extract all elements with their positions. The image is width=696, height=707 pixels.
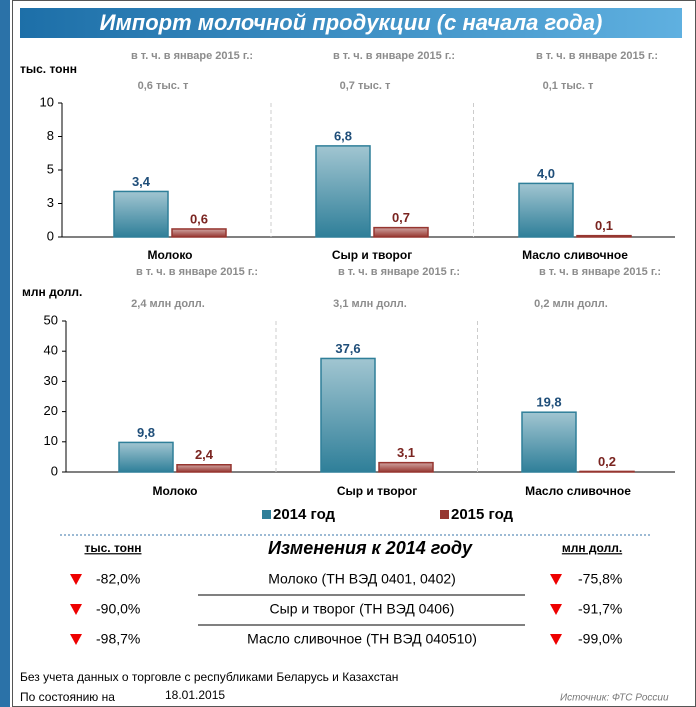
data-label: 0,2 [598, 454, 616, 469]
data-label: 0,1 [595, 218, 613, 233]
annotation-value: 0,2 млн долл. [534, 298, 608, 310]
data-label: 0,6 [190, 211, 208, 226]
annotation: в т. ч. в январе 2015 г.: [136, 266, 258, 278]
change-value: -82,0% [96, 571, 140, 587]
bar [176, 464, 232, 473]
change-value: -98,7% [96, 631, 140, 647]
bar [521, 411, 577, 473]
y-axis-label: млн долл. [22, 285, 82, 299]
data-label: 19,8 [536, 395, 561, 410]
bar [576, 234, 632, 238]
title-bar [20, 8, 682, 38]
data-label: 2,4 [195, 447, 214, 462]
data-label: 37,6 [335, 341, 360, 356]
y-tick-label: 30 [44, 373, 58, 388]
down-triangle [70, 604, 82, 615]
legend-swatch [262, 510, 271, 519]
annotation-value: 0,1 тыс. т [543, 80, 594, 92]
product-name: Молоко (ТН ВЭД 0401, 0402) [268, 571, 456, 587]
y-axis-label: тыс. тонн [20, 62, 77, 76]
bar [118, 441, 174, 473]
bar [315, 145, 371, 238]
product-name: Масло сливочное (ТН ВЭД 040510) [247, 631, 477, 647]
side-strip [0, 0, 10, 707]
legend-label: 2015 год [451, 506, 514, 523]
product-name: Сыр и творог (ТН ВЭД 0406) [270, 601, 455, 617]
annotation-value: 0,7 тыс. т [340, 80, 391, 92]
annotation-value: 0,6 тыс. т [138, 80, 189, 92]
x-tick-label: Сыр и творог [337, 484, 417, 498]
change-value: -99,0% [578, 631, 622, 647]
annotation: в т. ч. в январе 2015 г.: [333, 50, 455, 62]
change-value: -90,0% [96, 601, 140, 617]
table-header: млн долл. [562, 541, 622, 555]
x-tick-label: Сыр и творог [332, 248, 412, 262]
date-label: По состоянию на [20, 690, 115, 704]
table-header: Изменения к 2014 году [268, 538, 473, 558]
x-tick-label: Молоко [153, 484, 198, 498]
y-tick-label: 5 [47, 161, 54, 176]
down-triangle [550, 574, 562, 585]
y-tick-label: 3 [47, 195, 54, 210]
legend-swatch [440, 510, 449, 519]
data-label: 9,8 [137, 425, 155, 440]
annotation: в т. ч. в январе 2015 г.: [539, 266, 661, 278]
bar [113, 190, 169, 238]
footnote: Без учета данных о торговле с республика… [20, 670, 398, 684]
data-label: 3,1 [397, 445, 415, 460]
y-tick-label: 10 [40, 94, 54, 109]
source: Источник: ФТС России [560, 693, 669, 704]
down-triangle [70, 574, 82, 585]
x-tick-label: Масло сливочное [522, 248, 628, 262]
annotation: в т. ч. в январе 2015 г.: [536, 50, 658, 62]
y-tick-label: 50 [44, 312, 58, 327]
down-triangle [550, 604, 562, 615]
bar [373, 226, 429, 238]
bar [320, 357, 376, 473]
y-tick-label: 20 [44, 403, 58, 418]
change-value: -91,7% [578, 601, 622, 617]
title: Импорт молочной продукции (с начала года… [100, 10, 603, 35]
data-label: 0,7 [392, 210, 410, 225]
data-label: 6,8 [334, 128, 352, 143]
annotation: в т. ч. в январе 2015 г.: [338, 266, 460, 278]
table-header: тыс. тонн [84, 541, 141, 555]
bar [171, 228, 227, 238]
x-tick-label: Масло сливочное [525, 484, 631, 498]
y-tick-label: 40 [44, 343, 58, 358]
annotation: в т. ч. в январе 2015 г.: [131, 50, 253, 62]
down-triangle [550, 634, 562, 645]
change-value: -75,8% [578, 571, 622, 587]
legend-label: 2014 год [273, 506, 336, 523]
bar [378, 461, 434, 473]
y-tick-label: 10 [44, 433, 58, 448]
down-triangle [70, 634, 82, 645]
bar [579, 470, 635, 473]
bar [518, 182, 574, 238]
y-tick-label: 0 [51, 463, 58, 478]
data-label: 3,4 [132, 174, 151, 189]
date: 18.01.2015 [165, 688, 225, 702]
data-label: 4,0 [537, 166, 555, 181]
x-tick-label: Молоко [148, 248, 193, 262]
y-tick-label: 8 [47, 128, 54, 143]
y-tick-label: 0 [47, 228, 54, 243]
annotation-value: 3,1 млн долл. [333, 298, 407, 310]
annotation-value: 2,4 млн долл. [131, 298, 205, 310]
